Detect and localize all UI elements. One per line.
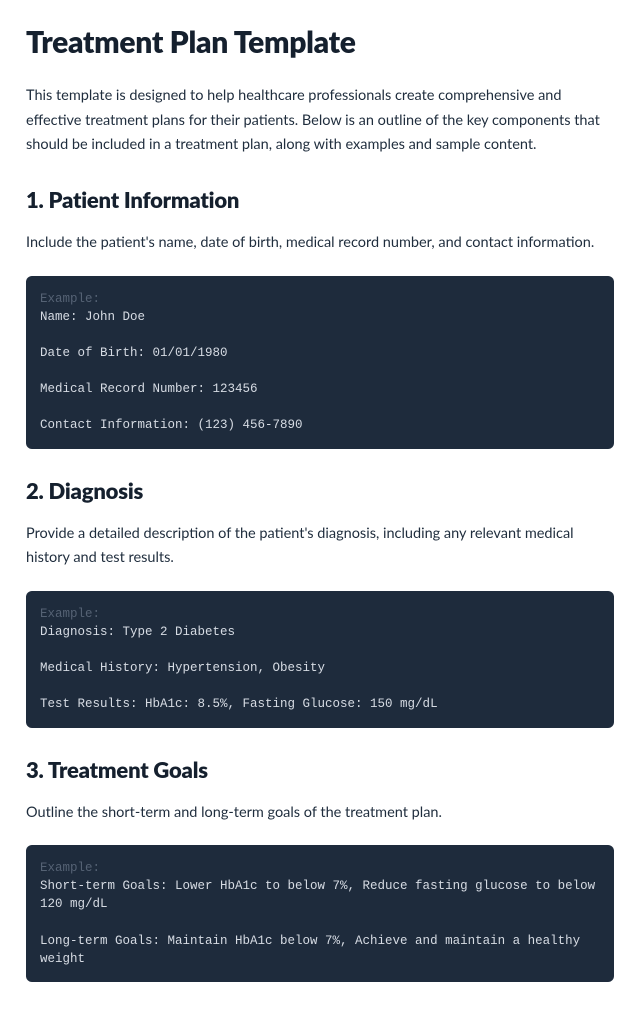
page-title: Treatment Plan Template bbox=[26, 24, 614, 60]
example-block: Example: Diagnosis: Type 2 Diabetes Medi… bbox=[26, 591, 614, 728]
intro-text: This template is designed to help health… bbox=[26, 84, 614, 158]
example-label: Example: bbox=[40, 292, 100, 306]
example-content: Name: John Doe Date of Birth: 01/01/1980… bbox=[40, 310, 303, 433]
section-heading: 3. Treatment Goals bbox=[26, 756, 614, 783]
example-label: Example: bbox=[40, 861, 100, 875]
section-heading: 2. Diagnosis bbox=[26, 477, 614, 504]
example-block: Example: Short-term Goals: Lower HbA1c t… bbox=[26, 845, 614, 982]
example-content: Short-term Goals: Lower HbA1c to below 7… bbox=[40, 879, 603, 966]
example-content: Diagnosis: Type 2 Diabetes Medical Histo… bbox=[40, 625, 438, 712]
example-block: Example: Name: John Doe Date of Birth: 0… bbox=[26, 276, 614, 449]
section-heading: 1. Patient Information bbox=[26, 186, 614, 213]
section-desc: Include the patient's name, date of birt… bbox=[26, 231, 614, 256]
section-desc: Provide a detailed description of the pa… bbox=[26, 522, 614, 571]
section-desc: Outline the short-term and long-term goa… bbox=[26, 801, 614, 826]
example-label: Example: bbox=[40, 607, 100, 621]
